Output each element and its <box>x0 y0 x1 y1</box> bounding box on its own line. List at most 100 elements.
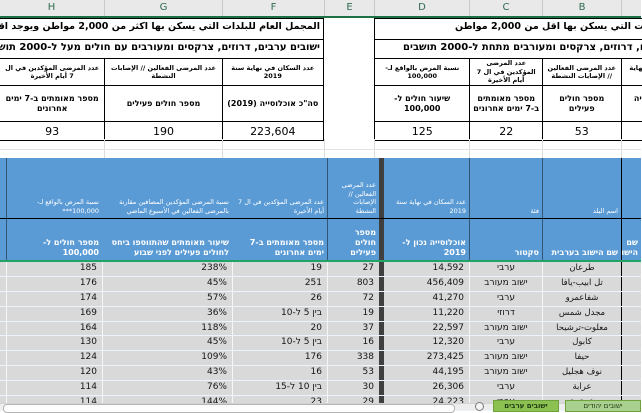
header-confirmed7d-arabic[interactable]: عدد المرضى المؤكدين في ال 7 أيام الأخيرة <box>239 198 325 216</box>
cell-active[interactable]: 803 <box>328 276 380 291</box>
header-rate100k-arabic[interactable]: نسبة المرض بالواقع لـ- 100,000 <box>386 63 461 80</box>
cell-sector[interactable]: ישוב מעורב <box>470 276 543 291</box>
cell-per100k[interactable]: 185 <box>7 262 103 276</box>
cell-town-ar[interactable]: طرعان <box>543 262 622 276</box>
horizontal-scrollbar[interactable] <box>4 404 456 413</box>
cell-growth[interactable]: 238% <box>103 262 233 276</box>
cell-confirmed7d[interactable]: 23 <box>233 396 328 410</box>
cell-population[interactable]: 41,270 <box>380 291 470 306</box>
value-total-population[interactable]: 223,604 <box>222 122 324 140</box>
cell-population[interactable]: 12,320 <box>380 336 470 351</box>
column-header-e[interactable]: E <box>325 0 375 16</box>
cell-active[interactable]: 27 <box>328 262 380 276</box>
header-active-hebrew[interactable]: מספר חולים פעילים <box>328 219 380 260</box>
cell-per100k[interactable]: 124 <box>7 351 103 366</box>
cell-active[interactable]: 19 <box>328 306 380 321</box>
cell-confirmed7d[interactable]: 251 <box>233 276 328 291</box>
cell-per100k[interactable]: 169 <box>7 306 103 321</box>
cell-growth[interactable]: 109% <box>103 351 233 366</box>
cell-sector[interactable]: ערבי <box>470 336 543 351</box>
cell-active[interactable]: 30 <box>328 381 380 396</box>
summary-right-title-arabic[interactable]: مجموع البلدات التي يسكن بها اقل من 2,000… <box>456 21 642 32</box>
sheet-tab-active[interactable]: ישובים ערבים <box>494 400 560 412</box>
cell-confirmed7d[interactable]: 176 <box>233 351 328 366</box>
header-active-arabic[interactable]: عدد المرضى الفعالين // الإصابات النشطة <box>328 158 380 218</box>
cell-town-he[interactable] <box>622 321 642 336</box>
cell-sector[interactable]: ערבי <box>470 291 543 306</box>
cell-town-he[interactable] <box>622 291 642 306</box>
cell-sector[interactable]: ערבי <box>470 381 543 396</box>
cell-population[interactable]: 22,597 <box>380 321 470 336</box>
cell-per100k[interactable]: 114 <box>7 396 103 410</box>
cell-population[interactable]: 11,220 <box>380 306 470 321</box>
cell-per100k[interactable]: 164 <box>7 321 103 336</box>
cell-town-ar[interactable]: معلوت-ترشيحا <box>543 321 622 336</box>
value-rate-100k[interactable]: 125 <box>412 124 434 138</box>
cell-active[interactable]: 29 <box>328 396 380 410</box>
header-population-hebrew[interactable]: סה"כ אוכלוסייה (2019) <box>621 86 642 121</box>
cell-town-he[interactable] <box>622 262 642 276</box>
cell-growth[interactable]: 76% <box>103 381 233 396</box>
header-population-arabic[interactable]: عدد السكان في نهاية سنة 2019 <box>380 158 470 218</box>
header-confirmed7d-hebrew[interactable]: מספר מאומתים ב-7 ימים אחרונים <box>250 238 325 257</box>
header-population-hebrew[interactable]: אוכלוסייה נכון ל- 2019 <box>380 219 470 260</box>
header-town-he-arabic[interactable] <box>622 158 642 218</box>
header-town-ar-arabic[interactable]: اسم البلد <box>543 158 622 218</box>
header-sector-hebrew[interactable]: סקטור <box>470 219 543 260</box>
cell-active[interactable]: 16 <box>328 336 380 351</box>
header-growth-arabic[interactable]: نسبة المرضى المؤكدين المضافين مقارنة بال… <box>120 198 230 216</box>
cell-growth[interactable]: 43% <box>103 366 233 381</box>
cell-town-ar[interactable]: شفاعمرو <box>543 291 622 306</box>
cell-growth[interactable]: 57% <box>103 291 233 306</box>
value-total-active[interactable]: 53 <box>542 122 622 140</box>
header-town-he-hebrew[interactable]: שם הישוב <box>622 219 642 260</box>
cell-per100k[interactable]: 174 <box>7 291 103 306</box>
header-active-hebrew[interactable]: מספר חולים פעילים <box>542 86 622 121</box>
cell-growth[interactable]: 45% <box>103 336 233 351</box>
cell-growth[interactable]: 36% <box>103 306 233 321</box>
cell-town-ar[interactable]: مجدل شمس <box>543 306 622 321</box>
header-confirmed7d-hebrew[interactable]: מספר מאומתים ב-7 ימים אחרונים <box>470 86 543 121</box>
cell-population[interactable]: 456,409 <box>380 276 470 291</box>
cell-sector[interactable]: ישוב מעורב <box>470 351 543 366</box>
header-confirmed7d-arabic[interactable]: عدد المرضى المؤكدين في ال 7 أيام الأخيرة <box>6 63 101 80</box>
cell-confirmed7d[interactable]: 16 <box>233 366 328 381</box>
cell-town-ar[interactable]: عرابة <box>543 381 622 396</box>
column-header-h[interactable]: H <box>48 2 57 13</box>
header-population-hebrew[interactable]: סה"כ אוכלוסייה (2019) <box>222 86 324 121</box>
cell-sector[interactable]: דרוזי <box>470 306 543 321</box>
cell-active[interactable]: 338 <box>328 351 380 366</box>
column-header-f[interactable]: F <box>223 0 325 16</box>
column-header-g[interactable]: G <box>105 0 223 16</box>
cell-active[interactable]: 72 <box>328 291 380 306</box>
cell-town-he[interactable] <box>622 336 642 351</box>
cell-population[interactable]: 44,195 <box>380 366 470 381</box>
sheet-tab-inactive[interactable]: ישובים יהודים <box>566 400 642 412</box>
cell-population[interactable]: 273,425 <box>380 351 470 366</box>
cell-confirmed7d[interactable]: בין 5 ל-10 <box>233 306 328 321</box>
header-active-arabic[interactable]: عدد المرضى الفعالين // الإصابات النشطة <box>105 59 222 85</box>
cell-town-ar[interactable]: حيفا <box>543 351 622 366</box>
header-active-arabic[interactable]: عدد المرضى الفعالين // الإصابات النشطة <box>542 59 622 85</box>
header-growth-hebrew[interactable]: שיעור מאומתים שהתווספו ביחס לחולים פעילי… <box>112 238 230 257</box>
cell-town-ar[interactable]: نوف هجليل <box>543 366 622 381</box>
cell-per100k[interactable]: 120 <box>7 366 103 381</box>
cell-town-he[interactable] <box>622 351 642 366</box>
value-total-confirmed7d[interactable]: 93 <box>46 124 61 138</box>
column-header-c[interactable]: C <box>470 0 543 16</box>
cell-town-he[interactable] <box>622 381 642 396</box>
summary-left-title-arabic[interactable]: المجمل العام للبلدات التي يسكن بها اكثر … <box>0 21 321 32</box>
header-active-hebrew[interactable]: מספר חולים פעילים <box>105 86 222 121</box>
cell-sector[interactable]: ישוב מעורב <box>470 321 543 336</box>
cell-town-he[interactable] <box>622 306 642 321</box>
cell-sector[interactable]: ישוב מעורב <box>470 366 543 381</box>
header-rate100k-hebrew[interactable]: שיעור חולים ל- 100,000 <box>395 93 452 113</box>
column-header-d[interactable]: D <box>375 0 470 16</box>
cell-growth[interactable]: 144% <box>103 396 233 410</box>
cell-town-ar[interactable]: كابول <box>543 336 622 351</box>
cell-growth[interactable]: 45% <box>103 276 233 291</box>
cell-confirmed7d[interactable]: בין 5 ל-10 <box>233 336 328 351</box>
cell-sector[interactable]: ערבי <box>470 262 543 276</box>
summary-left-title-hebrew[interactable]: ישובים ערבים, דרוזים, צרקסים ומעורבים עם… <box>0 39 324 58</box>
value-total-confirmed7d[interactable]: 22 <box>470 122 543 140</box>
